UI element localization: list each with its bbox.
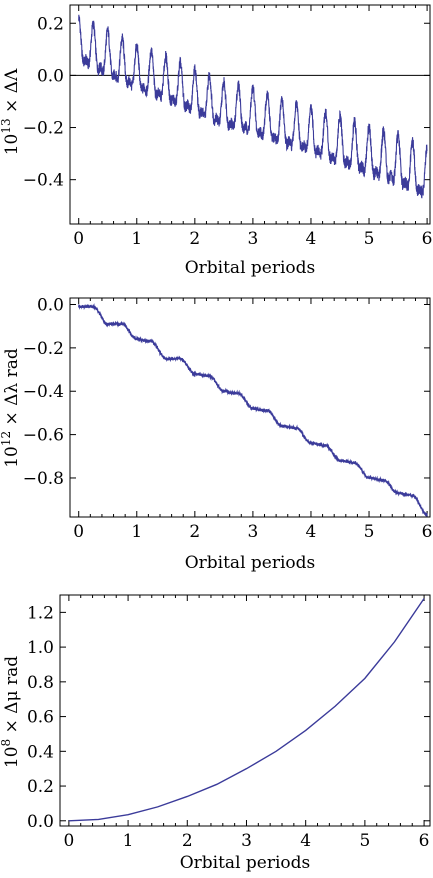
y-tick-label: 0.6 xyxy=(27,708,54,728)
y-axis-title: 108 × Δμ rad xyxy=(0,656,22,768)
y-tick-label: 1.0 xyxy=(27,638,54,658)
y-axis-title-rest: × ΔΛ xyxy=(2,68,22,118)
y-tick-label: −0.4 xyxy=(23,171,64,191)
x-tick-label: 4 xyxy=(306,522,317,542)
x-tick-label: 5 xyxy=(359,831,370,851)
y-axis-title-base: 10 xyxy=(2,446,22,468)
x-tick-label: 4 xyxy=(306,229,317,249)
plot-frame xyxy=(69,4,431,225)
x-tick-label: 3 xyxy=(247,522,258,542)
x-tick-label: 1 xyxy=(131,522,142,542)
x-tick-label: 1 xyxy=(131,229,142,249)
y-axis-title-rest: × Δμ rad xyxy=(2,656,22,739)
y-axis-title-base: 10 xyxy=(2,746,22,768)
y-tick-label: 0.0 xyxy=(27,812,54,832)
x-axis-title: Orbital periods xyxy=(185,258,316,278)
x-tick-label: 4 xyxy=(300,831,311,851)
y-tick-label: 0.4 xyxy=(27,742,54,762)
x-tick-label: 3 xyxy=(241,831,252,851)
data-series-line xyxy=(78,14,428,199)
x-tick-label: 6 xyxy=(422,229,433,249)
y-axis-title-base: 10 xyxy=(2,134,22,156)
data-series-line xyxy=(78,303,428,517)
x-tick-label: 2 xyxy=(182,831,193,851)
x-tick-label: 6 xyxy=(422,522,433,542)
y-tick-label: 0.8 xyxy=(27,673,54,693)
x-axis-title: Orbital periods xyxy=(185,553,316,573)
x-tick-label: 6 xyxy=(419,831,430,851)
x-tick-label: 2 xyxy=(189,229,200,249)
y-tick-label: 1.2 xyxy=(27,603,54,623)
y-tick-label: −0.2 xyxy=(23,339,64,359)
y-tick-label: 0.0 xyxy=(37,296,64,316)
y-tick-label: −0.2 xyxy=(23,119,64,139)
y-axis-title: 1012 × Δλ rad xyxy=(0,348,22,468)
y-tick-label: 0.0 xyxy=(37,66,64,86)
y-axis-title-exponent: 8 xyxy=(0,739,13,747)
y-axis-title-exponent: 12 xyxy=(0,431,13,446)
y-tick-label: 0.2 xyxy=(27,777,54,797)
y-tick-label: −0.8 xyxy=(23,469,64,489)
plot-frame xyxy=(69,297,431,518)
y-axis-title: 1013 × ΔΛ xyxy=(0,68,22,155)
x-tick-label: 5 xyxy=(364,522,375,542)
x-tick-label: 3 xyxy=(247,229,258,249)
data-series-line xyxy=(68,598,425,822)
x-axis-title: Orbital periods xyxy=(180,853,311,873)
panel-top: 0 1 2 3 4 5 6 0.2 0.0 −0.2 −0.4 Orbital periods 1013… xyxy=(0,4,433,278)
x-tick-label: 5 xyxy=(364,229,375,249)
x-tick-label: 0 xyxy=(63,831,74,851)
panel-bottom: 0 1 2 3 4 5 6 0.0 0.2 0.4 0.6 0.8 1.0 1.2 Orbital peri… xyxy=(0,594,431,873)
y-axis-title-exponent: 13 xyxy=(0,118,13,133)
y-tick-label: −0.4 xyxy=(23,382,64,402)
x-tick-label: 2 xyxy=(189,522,200,542)
y-tick-label: −0.6 xyxy=(23,426,64,446)
x-tick-label: 0 xyxy=(73,229,84,249)
y-tick-label: 0.2 xyxy=(37,14,64,34)
y-axis-title-rest: × Δλ rad xyxy=(2,348,22,431)
plot-frame xyxy=(59,594,431,827)
x-tick-label: 1 xyxy=(123,831,134,851)
x-tick-label: 0 xyxy=(73,522,84,542)
